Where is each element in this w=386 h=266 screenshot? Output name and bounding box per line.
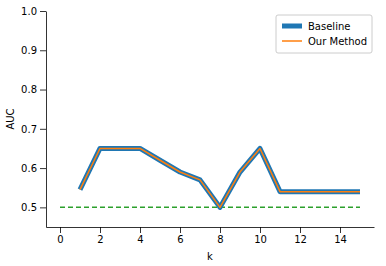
tick-mark [100,227,101,233]
tick: 0.5 [21,202,46,213]
tick-mark [300,227,301,233]
series-line [80,148,360,207]
tick: 1.0 [21,6,46,17]
x-axis-title: k [207,251,213,262]
tick: 2 [97,227,103,245]
tick-mark [340,227,341,233]
tick-mark [40,90,46,91]
tick-label: 10 [254,234,267,245]
x-axis: 0 2 4 6 8 10 12 14 [47,227,375,245]
legend-swatch [282,24,302,29]
axis-line [46,12,47,228]
tick-mark [40,207,46,208]
chart: 0 2 4 6 8 10 12 14 0.5 0.6 0.7 0.8 0.9 1.0 Baseline Our… [0,0,386,266]
tick: 14 [334,227,347,245]
tick-label: 0.6 [21,163,37,174]
tick-label: 8 [217,234,223,245]
tick-label: 0.7 [21,124,37,135]
tick-label: 0.9 [21,45,37,56]
tick: 12 [294,227,307,245]
tick-mark [220,227,221,233]
tick-mark [260,227,261,233]
tick-mark [40,168,46,169]
tick-mark [180,227,181,233]
tick-mark [40,11,46,12]
axis-line [47,227,375,228]
tick-label: 12 [294,234,307,245]
y-axis-title: AUC [5,108,16,129]
legend-swatch [282,40,302,42]
tick-label: 4 [137,234,143,245]
series-line [80,148,360,207]
tick: 0.6 [21,163,46,174]
tick: 0.7 [21,124,46,135]
legend-box [276,15,372,53]
tick-mark [40,50,46,51]
tick-mark [140,227,141,233]
tick-mark [60,227,61,233]
tick: 0.8 [21,84,46,95]
tick: 10 [254,227,267,245]
tick-label: 0.8 [21,84,37,95]
tick-label: 14 [334,234,347,245]
tick-mark [40,129,46,130]
tick-label: 0 [57,234,63,245]
tick-label: 1.0 [21,6,37,17]
reference-line [60,207,360,209]
tick-label: 0.5 [21,202,37,213]
tick-label: 2 [97,234,103,245]
y-axis: 0.5 0.6 0.7 0.8 0.9 1.0 [21,6,46,228]
tick-label: 6 [177,234,183,245]
tick: 4 [137,227,143,245]
tick: 6 [177,227,183,245]
tick: 0.9 [21,45,46,56]
legend-label: Our Method [308,36,367,47]
data-layer [60,148,360,207]
tick: 8 [217,227,223,245]
tick: 0 [57,227,63,245]
plot-area: 0 2 4 6 8 10 12 14 0.5 0.6 0.7 0.8 0.9 1.0 Baseline Our… [21,6,374,245]
legend: Baseline Our Method [276,15,372,53]
legend-label: Baseline [308,21,350,32]
